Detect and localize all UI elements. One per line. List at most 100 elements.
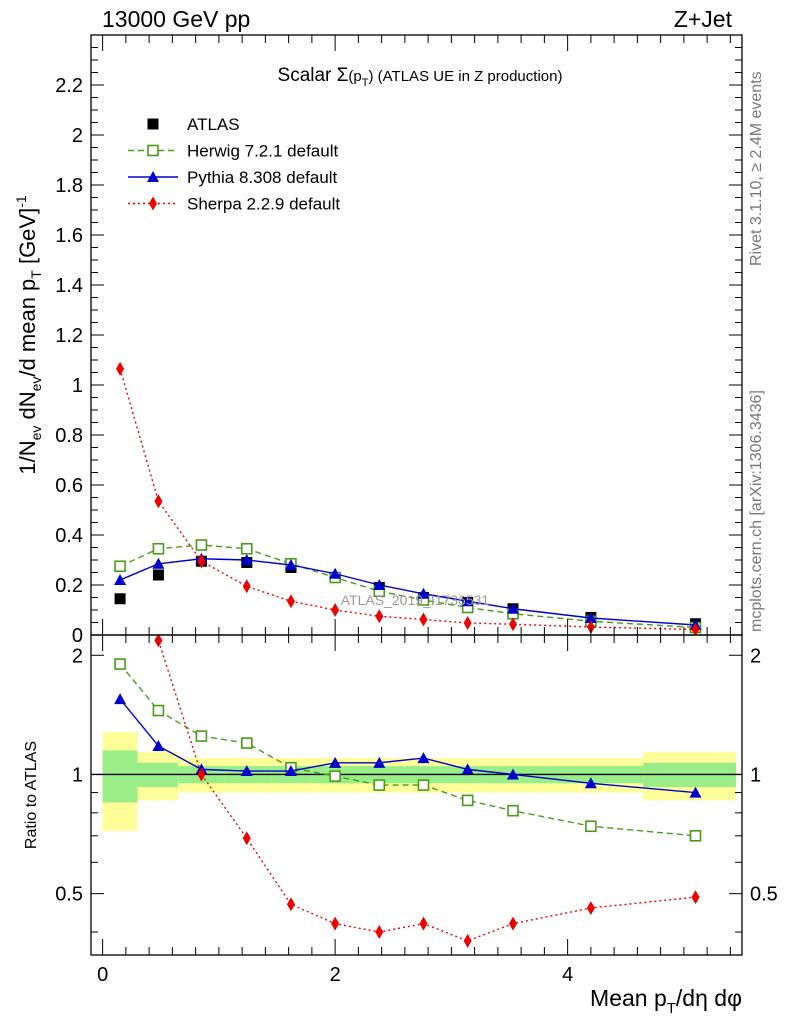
atlas-point <box>114 593 126 605</box>
pythia-point <box>152 739 165 751</box>
y-tick-label-main: 1.6 <box>55 225 83 247</box>
pythia-point <box>417 587 430 599</box>
pythia-point <box>373 756 386 768</box>
y-tick-label-main: 0.8 <box>55 425 83 447</box>
pythia-point <box>240 554 253 565</box>
sherpa-line <box>156 635 696 942</box>
y-tick-label-ratio: 2 <box>72 645 83 667</box>
x-tick-label: 2 <box>330 964 341 986</box>
legend-label-herwig: Herwig 7.2.1 default <box>187 142 338 161</box>
x-axis-label: Mean pT/dη dφ <box>590 985 742 1017</box>
y-tick-label-main: 1.8 <box>55 175 83 197</box>
sherpa-point <box>463 616 472 630</box>
x-tick-label: 0 <box>97 964 108 986</box>
y-tick-label-main: 1 <box>72 375 83 397</box>
herwig-point <box>689 829 702 842</box>
pythia-point <box>506 768 519 780</box>
pythia-point <box>584 777 597 789</box>
sherpa-point <box>691 622 700 635</box>
pythia-point <box>689 786 702 798</box>
pythia-point <box>240 765 253 777</box>
herwig-point <box>585 820 597 833</box>
y-tick-label-main: 0 <box>72 625 83 647</box>
y-tick-label-ratio: 1 <box>72 764 83 786</box>
sherpa-point <box>419 916 428 931</box>
herwig-point <box>417 779 430 791</box>
pythia-line <box>119 558 696 626</box>
herwig-point <box>114 560 126 573</box>
y-tick-label-main: 0.4 <box>55 525 83 547</box>
y-tick-label-main: 0.6 <box>55 475 83 497</box>
y-tick-label-ratio-right: 1 <box>750 764 761 786</box>
herwig-point <box>114 658 126 670</box>
y-tick-label-main: 2 <box>72 125 83 147</box>
pythia-point <box>373 579 386 590</box>
herwig-point <box>195 730 208 742</box>
pythia-point <box>114 693 127 705</box>
legend-label-pythia: Pythia 8.308 default <box>187 168 338 187</box>
legend-marker-sherpa <box>149 196 157 211</box>
herwig-point <box>195 539 208 551</box>
legend-marker-atlas <box>147 118 159 130</box>
pythia-point <box>114 574 127 585</box>
header-right-label: Z+Jet <box>674 6 733 32</box>
pythia-line <box>119 698 696 794</box>
herwig-point <box>329 770 341 782</box>
herwig-point <box>240 542 253 555</box>
y-axis-label-ratio: Ratio to ATLAS <box>23 741 40 849</box>
pythia-point <box>284 559 297 570</box>
sherpa-point <box>116 433 124 447</box>
sherpa-point <box>586 901 595 916</box>
sherpa-point <box>508 617 517 632</box>
pythia-point <box>584 612 597 623</box>
sherpa-line <box>119 368 696 631</box>
sherpa-point <box>691 890 700 905</box>
mcplots-label: mcplots.cern.ch [arXiv:1306.3436] <box>748 390 765 632</box>
sherpa-point <box>286 594 295 609</box>
sherpa-point <box>508 916 517 931</box>
pythia-point <box>329 567 342 579</box>
herwig-point <box>152 542 165 555</box>
pythia-point <box>329 756 342 768</box>
pythia-point <box>461 595 474 607</box>
sherpa-point <box>197 554 206 569</box>
rivet-label: Rivet 3.1.10, ≥ 2.4M events <box>748 71 765 266</box>
y-tick-label-main: 1.2 <box>55 325 83 347</box>
legend-label-atlas: ATLAS <box>187 115 240 134</box>
herwig-point <box>240 737 253 749</box>
ratio-frame <box>90 634 743 956</box>
y-tick-label-main: 1.4 <box>55 275 83 297</box>
legend-marker-pythia <box>147 171 159 182</box>
sherpa-point <box>463 933 472 948</box>
main-title: Scalar Σ(pT) (ATLAS UE in Z production) <box>278 65 563 89</box>
sherpa-point <box>242 831 251 846</box>
herwig-line <box>119 663 696 837</box>
x-tick-label: 4 <box>562 964 573 986</box>
sherpa-point <box>375 925 384 940</box>
pythia-point <box>417 752 430 764</box>
y-tick-label-ratio-right: 0.5 <box>750 884 778 906</box>
y-axis-label-main: 1/Nev dNev/d mean pT [GeV]-1 <box>13 195 44 475</box>
y-tick-label-main: 2.2 <box>55 75 83 97</box>
y-tick-label-ratio: 0.5 <box>55 884 83 906</box>
pythia-point <box>506 602 519 614</box>
sherpa-point <box>331 603 340 617</box>
sherpa-point <box>286 897 295 912</box>
pythia-point <box>461 763 474 775</box>
sherpa-point <box>242 579 251 594</box>
watermark: ATLAS_2019_I1736531 <box>341 592 490 608</box>
header-left-label: 13000 GeV pp <box>102 6 250 32</box>
legend: ATLAS Herwig 7.2.1 default Pythia 8.308 de… <box>128 115 340 214</box>
legend-label-sherpa: Sherpa 2.2.9 default <box>187 195 340 214</box>
sherpa-point <box>197 767 206 782</box>
sherpa-point <box>154 635 163 648</box>
atlas-point <box>152 569 164 581</box>
sherpa-point <box>375 609 384 624</box>
sherpa-point <box>419 612 428 627</box>
herwig-point <box>507 804 519 817</box>
y-tick-label-ratio-right: 2 <box>750 645 761 667</box>
ratio-band-green <box>102 750 138 803</box>
legend-marker-herwig <box>147 144 159 157</box>
pythia-point <box>152 557 165 569</box>
